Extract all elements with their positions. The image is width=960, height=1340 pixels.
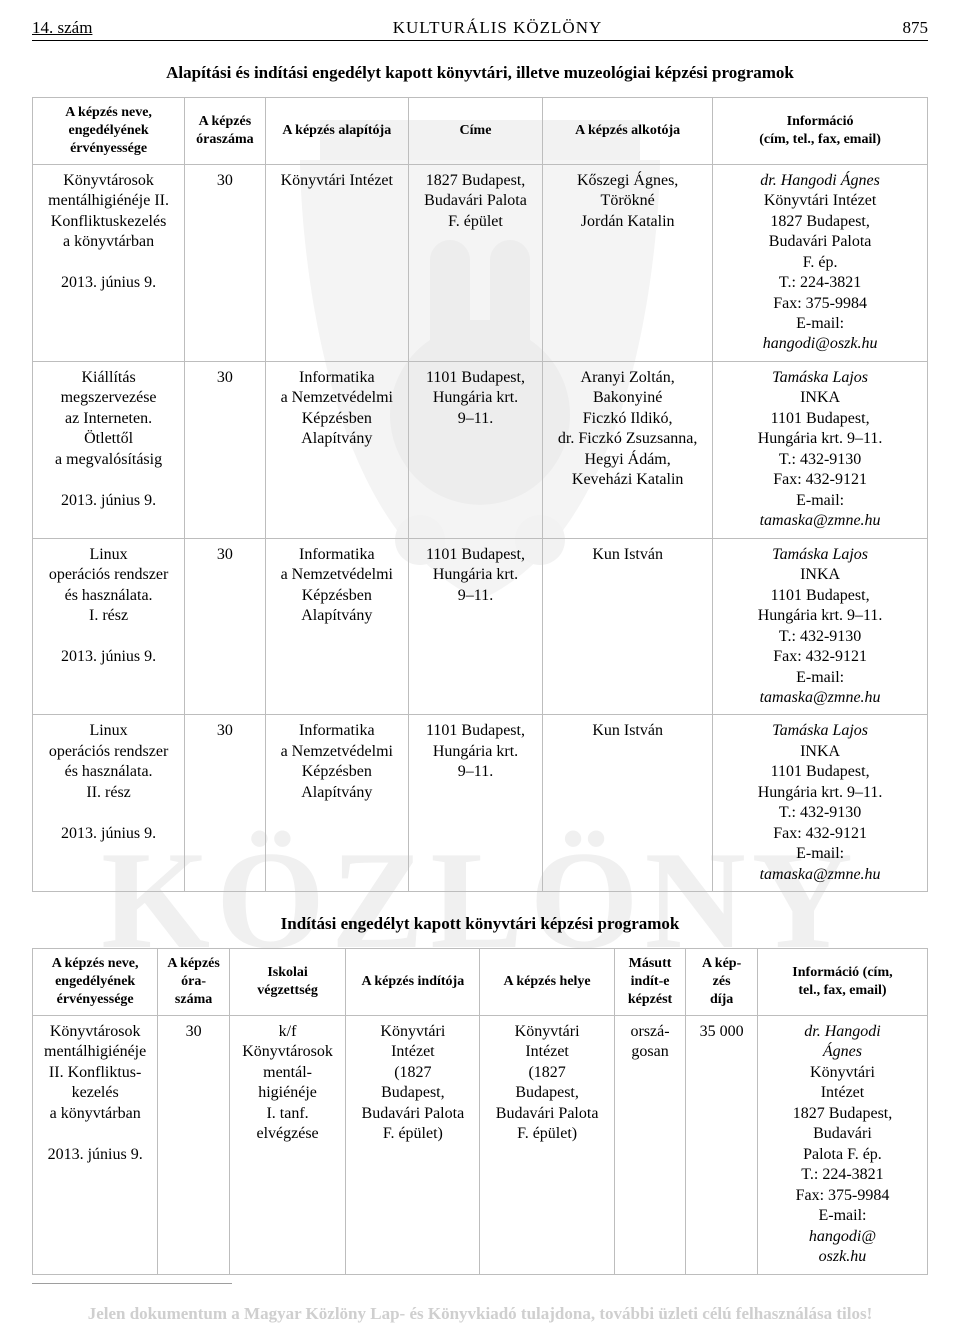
t1-addr: 1101 Budapest,Hungária krt.9–11. (408, 361, 542, 538)
t1-name: Linuxoperációs rendszerés használata.I. … (33, 538, 185, 715)
t2-edu: k/fKönyvtárosokmentál-higiénéjeI. tanf.e… (229, 1015, 345, 1274)
t2-info-email: hangodi@oszk.hu (809, 1228, 876, 1265)
t1-h2: A képzés alapítója (265, 98, 408, 165)
table2-title: Indítási engedélyt kapott könyvtári képz… (32, 914, 928, 934)
t1-hours: 30 (185, 361, 266, 538)
t1-founder: Könyvtári Intézet (265, 164, 408, 361)
t1-info-name: Tamáska Lajos (772, 546, 868, 563)
t2-fee: 35 000 (686, 1015, 758, 1274)
t1-author: Kun István (543, 715, 713, 892)
t2-h4: A képzés helye (480, 949, 614, 1016)
t1-addr: 1827 Budapest,Budavári PalotaF. épület (408, 164, 542, 361)
header-center: KULTURÁLIS KÖZLÖNY (92, 18, 902, 38)
page-header: 14. szám KULTURÁLIS KÖZLÖNY 875 (32, 18, 928, 41)
t1-author: Kőszegi Ágnes,TöröknéJordán Katalin (543, 164, 713, 361)
t2-name: KönyvtárosokmentálhigiénéjeII. Konfliktu… (33, 1015, 158, 1274)
t2-place: KönyvtáriIntézet(1827Budapest,Budavári P… (480, 1015, 614, 1274)
t1-info-rest: INKA1101 Budapest,Hungária krt. 9–11.T.:… (758, 743, 883, 862)
t2-h5: Másuttindít-eképzést (614, 949, 686, 1016)
t1-addr: 1101 Budapest,Hungária krt.9–11. (408, 538, 542, 715)
t1-h5: Információ(cím, tel., fax, email) (713, 98, 928, 165)
t1-info: Tamáska Lajos INKA1101 Budapest,Hungária … (713, 538, 928, 715)
t1-name: Könyvtárosokmentálhigiénéje II.Konfliktu… (33, 164, 185, 361)
t2-starter: KönyvtáriIntézet(1827Budapest,Budavári P… (346, 1015, 480, 1274)
t1-hours: 30 (185, 715, 266, 892)
table2: A képzés neve,engedélyénekérvényessége A… (32, 948, 928, 1274)
t2-info-name: dr. HangodiÁgnes (804, 1023, 880, 1060)
t1-info: dr. Hangodi Ágnes Könyvtári Intézet1827 B… (713, 164, 928, 361)
header-right: 875 (903, 18, 929, 38)
table1-row: Linuxoperációs rendszerés használata.I. … (33, 538, 928, 715)
t2-h6: A kép-zésdíja (686, 949, 758, 1016)
t1-info-rest: INKA1101 Budapest,Hungária krt. 9–11.T.:… (758, 389, 883, 508)
t2-h7: Információ (cím,tel., fax, email) (757, 949, 927, 1016)
t1-info-name: Tamáska Lajos (772, 722, 868, 739)
table1-row: Kiállításmegszervezéseaz Interneten.Ötle… (33, 361, 928, 538)
t1-author: Kun István (543, 538, 713, 715)
table1-row: Könyvtárosokmentálhigiénéje II.Konfliktu… (33, 164, 928, 361)
table1-header-row: A képzés neve,engedélyénekérvényessége A… (33, 98, 928, 165)
t1-info: Tamáska Lajos INKA1101 Budapest,Hungária … (713, 715, 928, 892)
t1-addr: 1101 Budapest,Hungária krt.9–11. (408, 715, 542, 892)
t1-name: Kiállításmegszervezéseaz Interneten.Ötle… (33, 361, 185, 538)
t2-info-rest: KönyvtáriIntézet1827 Budapest,BudaváriPa… (793, 1064, 893, 1224)
t2-h3: A képzés indítója (346, 949, 480, 1016)
t1-name: Linuxoperációs rendszerés használata.II.… (33, 715, 185, 892)
t1-info-name: Tamáska Lajos (772, 369, 868, 386)
t1-founder: Informatikaa NemzetvédelmiKépzésbenAlapí… (265, 715, 408, 892)
t1-founder: Informatikaa NemzetvédelmiKépzésbenAlapí… (265, 538, 408, 715)
t1-h3: Címe (408, 98, 542, 165)
t1-info-email: tamaska@zmne.hu (760, 512, 881, 529)
footer-text: Jelen dokumentum a Magyar Közlöny Lap- é… (0, 1304, 960, 1324)
table1-title: Alapítási és indítási engedélyt kapott k… (32, 63, 928, 83)
table2-row: KönyvtárosokmentálhigiénéjeII. Konfliktu… (33, 1015, 928, 1274)
t2-h2: Iskolaivégzettség (229, 949, 345, 1016)
t2-h0: A képzés neve,engedélyénekérvényessége (33, 949, 158, 1016)
t2-h1: A képzésóra-száma (158, 949, 230, 1016)
t2-info: dr. HangodiÁgnes KönyvtáriIntézet1827 Bu… (757, 1015, 927, 1274)
t1-info-email: hangodi@oszk.hu (763, 335, 878, 352)
t2-hours: 30 (158, 1015, 230, 1274)
t1-h4: A képzés alkotója (543, 98, 713, 165)
t1-info-name: dr. Hangodi Ágnes (760, 172, 880, 189)
table1: A képzés neve,engedélyénekérvényessége A… (32, 97, 928, 892)
table2-header-row: A képzés neve,engedélyénekérvényessége A… (33, 949, 928, 1016)
table1-row: Linuxoperációs rendszerés használata.II.… (33, 715, 928, 892)
t1-info: Tamáska Lajos INKA1101 Budapest,Hungária … (713, 361, 928, 538)
t1-h0: A képzés neve,engedélyénekérvényessége (33, 98, 185, 165)
t2-elsewhere: orszá-gosan (614, 1015, 686, 1274)
t1-h1: A képzésóraszáma (185, 98, 266, 165)
t1-info-email: tamaska@zmne.hu (760, 866, 881, 883)
t1-founder: Informatikaa NemzetvédelmiKépzésbenAlapí… (265, 361, 408, 538)
header-left: 14. szám (32, 18, 92, 38)
t1-hours: 30 (185, 538, 266, 715)
t1-hours: 30 (185, 164, 266, 361)
t1-info-rest: INKA1101 Budapest,Hungária krt. 9–11.T.:… (758, 566, 883, 685)
t1-info-rest: Könyvtári Intézet1827 Budapest,Budavári … (764, 192, 876, 332)
t1-info-email: tamaska@zmne.hu (760, 689, 881, 706)
footnote-rule (32, 1283, 232, 1284)
t1-author: Aranyi Zoltán,BakonyinéFiczkó Ildikó,dr.… (543, 361, 713, 538)
